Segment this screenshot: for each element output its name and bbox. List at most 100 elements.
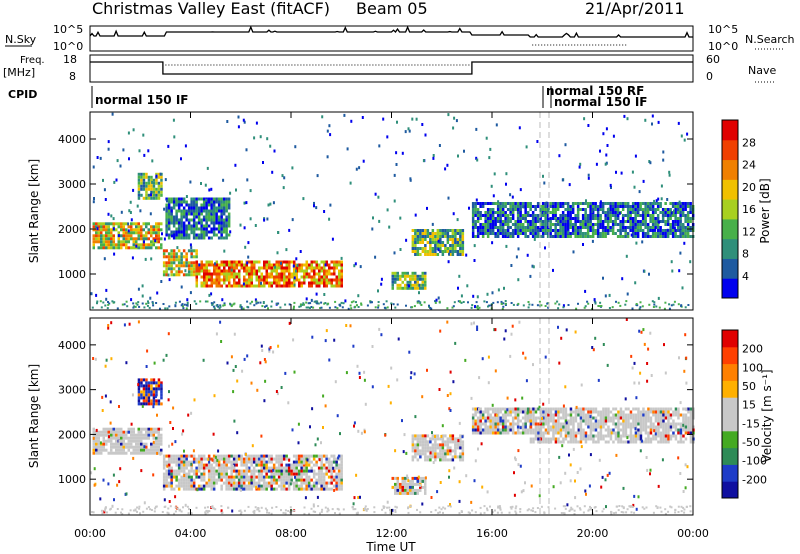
scatter-cell bbox=[444, 443, 447, 447]
scatter-cell bbox=[217, 206, 221, 210]
scatter-cell bbox=[140, 172, 143, 176]
scatter-cell bbox=[285, 466, 288, 470]
scatter-cell bbox=[105, 243, 108, 247]
scatter-cell bbox=[584, 422, 588, 426]
scatter-cell bbox=[167, 218, 171, 222]
scatter-cell bbox=[414, 250, 417, 253]
scatter-cell bbox=[117, 237, 120, 241]
scatter-cell bbox=[117, 445, 120, 449]
scatter-cell bbox=[100, 433, 103, 437]
scatter-cell bbox=[155, 228, 158, 232]
scatter-cell bbox=[307, 475, 311, 479]
scatter-cell bbox=[572, 431, 575, 435]
scatter-cell bbox=[225, 469, 228, 473]
scatter-cell bbox=[534, 208, 537, 211]
scatter-cell bbox=[619, 202, 622, 205]
scatter-cell bbox=[496, 416, 500, 420]
scatter-cell bbox=[446, 449, 450, 453]
scatter-cell bbox=[651, 211, 655, 214]
scatter-cell bbox=[474, 407, 477, 411]
noise-cell bbox=[578, 165, 581, 169]
scatter-cell bbox=[676, 220, 680, 223]
scatter-cell bbox=[614, 211, 617, 214]
scatter-cell bbox=[516, 431, 520, 435]
scatter-cell bbox=[669, 217, 672, 220]
scatter-cell bbox=[504, 229, 507, 232]
scatter-cell bbox=[539, 434, 543, 438]
scatter-cell bbox=[411, 241, 415, 244]
scatter-cell bbox=[157, 378, 161, 382]
scatter-cell bbox=[325, 260, 328, 264]
scatter-cell bbox=[659, 232, 662, 235]
noise-cell bbox=[468, 206, 470, 210]
noise-cell bbox=[664, 301, 667, 304]
scatter-cell bbox=[649, 407, 653, 411]
scatter-cell bbox=[270, 487, 273, 491]
scatter-cell bbox=[335, 466, 338, 470]
scatter-cell bbox=[409, 274, 412, 278]
scatter-cell bbox=[479, 413, 482, 417]
scatter-cell bbox=[102, 433, 105, 437]
scatter-cell bbox=[162, 457, 166, 461]
scatter-cell bbox=[664, 425, 668, 429]
scatter-cell bbox=[282, 475, 286, 479]
scatter-cell bbox=[591, 202, 595, 205]
noise-cell bbox=[96, 302, 98, 305]
scatter-cell bbox=[532, 437, 535, 441]
scatter-cell bbox=[165, 261, 168, 265]
scatter-cell bbox=[521, 229, 525, 232]
scatter-cell bbox=[419, 229, 422, 232]
scatter-cell bbox=[97, 222, 100, 226]
scatter-cell bbox=[210, 278, 213, 282]
noise-cell bbox=[320, 306, 323, 309]
noise-cell bbox=[452, 305, 455, 308]
scatter-cell bbox=[607, 410, 610, 414]
scatter-cell bbox=[338, 272, 341, 276]
scatter-cell bbox=[227, 484, 231, 488]
scatter-cell bbox=[411, 479, 414, 483]
scatter-cell bbox=[285, 281, 288, 285]
scatter-cell bbox=[125, 436, 128, 440]
scatter-cell bbox=[112, 433, 115, 437]
scatter-cell bbox=[340, 457, 343, 461]
noise-cell bbox=[96, 227, 99, 231]
scatter-cell bbox=[182, 206, 186, 210]
scatter-cell bbox=[571, 226, 575, 229]
scatter-cell bbox=[516, 416, 520, 420]
scatter-cell bbox=[404, 283, 407, 287]
scatter-cell bbox=[494, 211, 497, 214]
noise-cell bbox=[219, 305, 222, 308]
scatter-cell bbox=[170, 261, 173, 265]
noise-cell bbox=[193, 300, 196, 303]
scatter-cell bbox=[391, 286, 394, 290]
scatter-cell bbox=[177, 460, 181, 464]
noise-cell bbox=[377, 301, 380, 303]
scatter-cell bbox=[202, 227, 206, 231]
scatter-cell bbox=[416, 241, 420, 244]
scatter-cell bbox=[424, 434, 427, 438]
noise-cell bbox=[383, 306, 386, 309]
scatter-cell bbox=[297, 463, 301, 467]
scatter-cell bbox=[227, 221, 231, 225]
scatter-cell bbox=[130, 246, 133, 250]
scatter-cell bbox=[419, 455, 422, 459]
scatter-cell bbox=[147, 178, 151, 182]
scatter-cell bbox=[421, 232, 425, 235]
scatter-cell bbox=[95, 439, 98, 443]
scatter-cell bbox=[414, 274, 417, 278]
scatter-cell bbox=[235, 487, 238, 491]
scatter-cell bbox=[125, 442, 128, 446]
scatter-cell bbox=[641, 229, 645, 232]
scatter-cell bbox=[250, 266, 253, 270]
scatter-cell bbox=[147, 381, 151, 385]
scatter-cell bbox=[667, 431, 670, 435]
scatter-cell bbox=[325, 275, 328, 279]
scatter-cell bbox=[486, 226, 490, 229]
scatter-cell bbox=[210, 472, 213, 476]
scatter-cell bbox=[506, 223, 510, 226]
scatter-cell bbox=[257, 460, 261, 464]
scatter-cell bbox=[579, 220, 582, 223]
scatter-cell bbox=[117, 451, 120, 455]
noise-cell bbox=[652, 306, 655, 308]
scatter-cell bbox=[182, 230, 186, 234]
